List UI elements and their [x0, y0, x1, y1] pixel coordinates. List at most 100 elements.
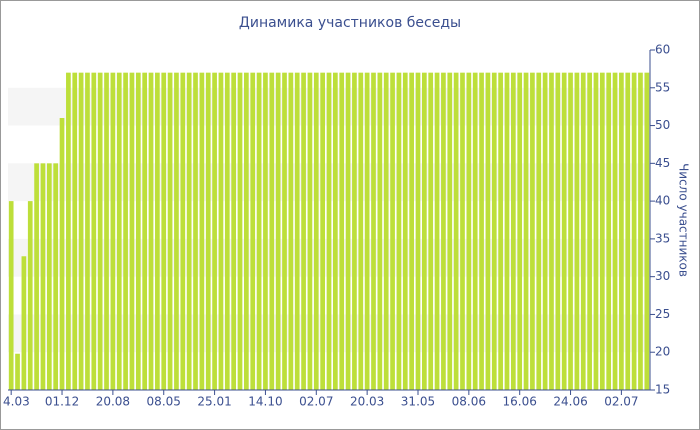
- y-tick-label: 50: [655, 118, 670, 132]
- bar: [205, 72, 211, 391]
- chart-title: Динамика участников беседы: [239, 15, 461, 31]
- bar: [116, 72, 122, 391]
- x-tick-label: 02.07: [299, 395, 333, 409]
- bar: [434, 72, 440, 391]
- bar: [174, 72, 179, 391]
- bar: [612, 72, 618, 391]
- bar: [587, 72, 592, 391]
- bar: [307, 72, 313, 391]
- bar: [568, 72, 573, 391]
- bar: [135, 72, 141, 391]
- bar: [155, 72, 160, 391]
- bar: [574, 72, 580, 391]
- bar: [485, 72, 491, 391]
- bar: [364, 72, 370, 391]
- bar: [517, 72, 523, 391]
- bar: [34, 163, 39, 390]
- bar: [498, 72, 503, 391]
- bar: [53, 163, 59, 390]
- bar: [21, 256, 27, 390]
- bar: [466, 72, 472, 391]
- bar: [218, 72, 224, 391]
- bar: [72, 72, 78, 391]
- bar: [549, 72, 554, 391]
- x-tick-label: 31.05: [401, 395, 435, 409]
- x-tick-label: 20.03: [350, 395, 384, 409]
- bar: [212, 72, 217, 391]
- bar: [85, 72, 90, 391]
- bar: [40, 163, 46, 390]
- bar: [555, 72, 561, 391]
- bar: [460, 72, 465, 391]
- bar: [256, 72, 262, 391]
- bar: [421, 72, 427, 391]
- bar: [66, 72, 71, 391]
- bar: [244, 72, 249, 391]
- bar: [301, 72, 306, 391]
- bar: [193, 72, 198, 391]
- bar: [409, 72, 414, 391]
- bar: [27, 201, 33, 390]
- bar: [606, 72, 612, 391]
- y-tick-label: 30: [655, 269, 670, 283]
- y-tick-label: 35: [655, 231, 670, 245]
- bar: [59, 118, 65, 390]
- bar: [269, 72, 275, 391]
- bar: [441, 72, 446, 391]
- y-tick-label: 45: [655, 156, 670, 170]
- bar: [530, 72, 535, 391]
- bar: [625, 72, 631, 391]
- bar: [447, 72, 453, 391]
- bar: [263, 72, 268, 391]
- bar: [371, 72, 376, 391]
- bar: [383, 72, 389, 391]
- bar: [377, 72, 383, 391]
- bar: [167, 72, 173, 391]
- bar: [313, 72, 319, 391]
- bar: [288, 72, 294, 391]
- bar: [8, 201, 14, 390]
- bar: [294, 72, 300, 391]
- y-tick-label: 55: [655, 80, 670, 94]
- bar: [15, 353, 20, 390]
- bar: [326, 72, 332, 391]
- x-tick-label: 4.03: [3, 395, 30, 409]
- bar: [536, 72, 542, 391]
- x-tick-label: 02.07: [604, 395, 638, 409]
- bar: [472, 72, 478, 391]
- bar: [91, 72, 97, 391]
- bar: [123, 72, 128, 391]
- bar: [358, 72, 364, 391]
- x-tick-label: 25.01: [197, 395, 231, 409]
- bar: [104, 72, 109, 391]
- bar: [186, 72, 192, 391]
- bar: [402, 72, 408, 391]
- bar: [428, 72, 434, 391]
- y-tick-label: 15: [655, 383, 670, 397]
- bar: [339, 72, 345, 391]
- y-axis-title: Число участников: [677, 163, 691, 277]
- bar: [333, 72, 338, 391]
- y-tick-label: 20: [655, 345, 670, 359]
- bar: [415, 72, 421, 391]
- bar: [180, 72, 186, 391]
- bar: [390, 72, 395, 391]
- bar: [224, 72, 230, 391]
- x-tick-label: 08.06: [452, 395, 486, 409]
- bar: [593, 72, 599, 391]
- bar: [453, 72, 459, 391]
- bar: [479, 72, 484, 391]
- bar: [510, 72, 516, 391]
- bar: [231, 72, 237, 391]
- bar: [97, 72, 103, 391]
- bar: [46, 163, 52, 390]
- y-tick-label: 60: [655, 43, 670, 57]
- bar: [320, 72, 325, 391]
- bar: [644, 72, 650, 391]
- bar: [523, 72, 529, 391]
- bar: [542, 72, 548, 391]
- bar: [250, 72, 256, 391]
- bar: [491, 72, 497, 391]
- x-tick-label: 16.06: [503, 395, 537, 409]
